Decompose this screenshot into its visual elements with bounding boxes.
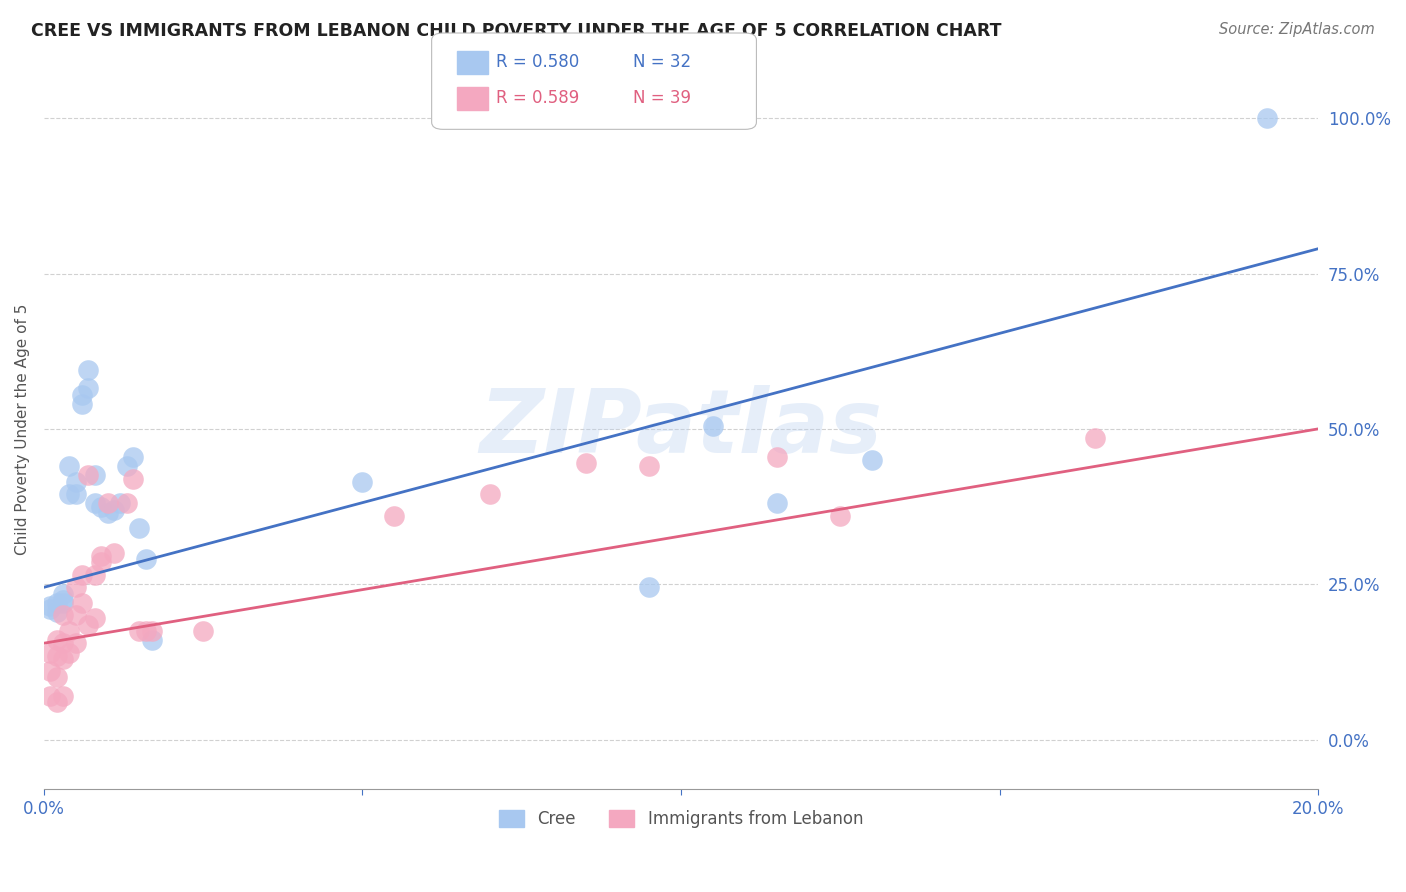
Point <box>352 475 374 489</box>
Point <box>83 611 105 625</box>
Point <box>70 567 93 582</box>
Y-axis label: Child Poverty Under the Age of 5: Child Poverty Under the Age of 5 <box>15 303 30 555</box>
Point <box>39 664 62 678</box>
Text: N = 39: N = 39 <box>633 89 690 107</box>
Point <box>860 453 883 467</box>
Point <box>110 496 132 510</box>
Point <box>52 652 75 666</box>
Point <box>702 418 724 433</box>
Point <box>65 580 87 594</box>
Point <box>77 363 100 377</box>
Point <box>128 624 150 638</box>
Point <box>1256 112 1278 126</box>
Point <box>1084 431 1107 445</box>
Point <box>128 521 150 535</box>
Point <box>97 496 120 510</box>
Point <box>103 546 125 560</box>
Point <box>52 689 75 703</box>
Text: ZIPatlas: ZIPatlas <box>479 385 883 473</box>
Point <box>83 468 105 483</box>
Point <box>45 596 67 610</box>
Point <box>58 459 80 474</box>
Point <box>574 456 596 470</box>
Point <box>77 382 100 396</box>
Point <box>638 580 661 594</box>
Point <box>90 556 112 570</box>
Point <box>97 506 120 520</box>
Point <box>765 496 787 510</box>
Text: R = 0.589: R = 0.589 <box>496 89 579 107</box>
Point <box>58 624 80 638</box>
Point <box>52 596 75 610</box>
Point <box>90 500 112 514</box>
Point <box>45 648 67 663</box>
Point <box>39 646 62 660</box>
Point <box>58 487 80 501</box>
Point <box>45 695 67 709</box>
Point <box>70 596 93 610</box>
Point <box>830 508 852 523</box>
Point <box>45 670 67 684</box>
Point <box>765 450 787 464</box>
Point <box>90 549 112 564</box>
Point <box>103 502 125 516</box>
Point <box>135 624 157 638</box>
Point <box>58 646 80 660</box>
Point <box>39 599 62 613</box>
Text: R = 0.580: R = 0.580 <box>496 54 579 71</box>
Point <box>83 567 105 582</box>
Point <box>83 496 105 510</box>
Point <box>45 605 67 619</box>
Point <box>141 633 163 648</box>
Point <box>382 508 405 523</box>
Point <box>65 487 87 501</box>
Point <box>122 450 145 464</box>
Point <box>70 397 93 411</box>
Point <box>65 475 87 489</box>
Point <box>39 602 62 616</box>
Point <box>193 624 215 638</box>
Point <box>65 608 87 623</box>
Point <box>70 387 93 401</box>
Point <box>638 459 661 474</box>
Point <box>115 496 138 510</box>
Point <box>52 608 75 623</box>
Point <box>141 624 163 638</box>
Point <box>478 487 501 501</box>
Point <box>39 689 62 703</box>
Point <box>122 472 145 486</box>
Text: CREE VS IMMIGRANTS FROM LEBANON CHILD POVERTY UNDER THE AGE OF 5 CORRELATION CHA: CREE VS IMMIGRANTS FROM LEBANON CHILD PO… <box>31 22 1001 40</box>
Point <box>135 552 157 566</box>
Point <box>77 468 100 483</box>
Point <box>52 592 75 607</box>
Point <box>65 636 87 650</box>
Text: N = 32: N = 32 <box>633 54 690 71</box>
Point <box>115 459 138 474</box>
Point <box>77 617 100 632</box>
Point <box>45 633 67 648</box>
Point <box>52 586 75 600</box>
Point <box>52 636 75 650</box>
Legend: Cree, Immigrants from Lebanon: Cree, Immigrants from Lebanon <box>492 804 870 835</box>
Text: Source: ZipAtlas.com: Source: ZipAtlas.com <box>1219 22 1375 37</box>
